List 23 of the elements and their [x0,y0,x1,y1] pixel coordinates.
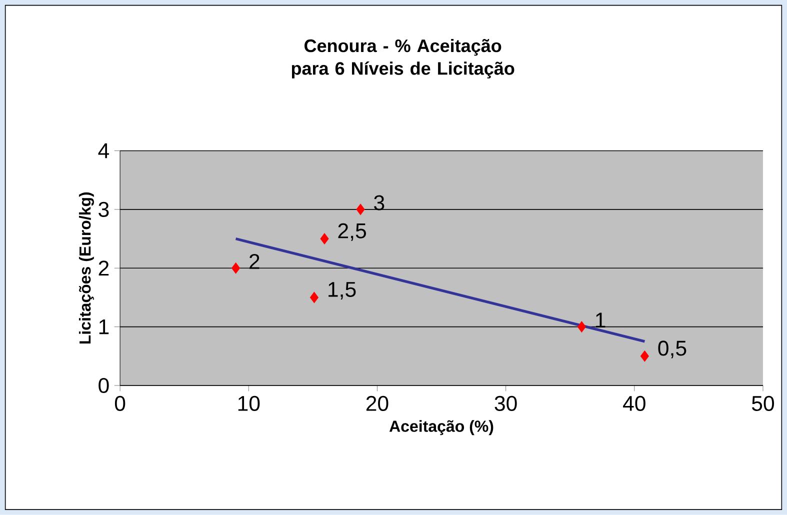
point [320,233,329,244]
y-tick-label: 4 [98,143,110,158]
point [232,262,240,274]
x-tick-label: 40 [623,396,646,412]
data-label: 1,5 [328,282,356,300]
y-tick-label: 0 [98,378,109,394]
x-tick-label: 10 [238,396,260,412]
x-axis-title: Aceitação (%) [389,420,494,436]
data-label: 2,5 [338,223,366,241]
point [356,204,365,216]
y-tick-label: 3 [98,202,109,218]
y-tick-label: 1 [99,320,109,334]
x-tick-label: 50 [752,396,774,412]
y-axis-title: Licitações (Euro/kg) [78,192,94,344]
point [577,321,586,332]
data-label: 0,5 [658,340,686,358]
chart-title: Cenoura - % Aceitação para 6 Níveis de Licitação [292,39,514,78]
point [310,292,318,304]
y-tick-label: 2 [98,260,109,276]
x-tick-label: 20 [366,396,388,412]
x-tick-label: 30 [494,396,517,412]
point [640,350,649,362]
x-tick-label: 0 [114,396,126,412]
